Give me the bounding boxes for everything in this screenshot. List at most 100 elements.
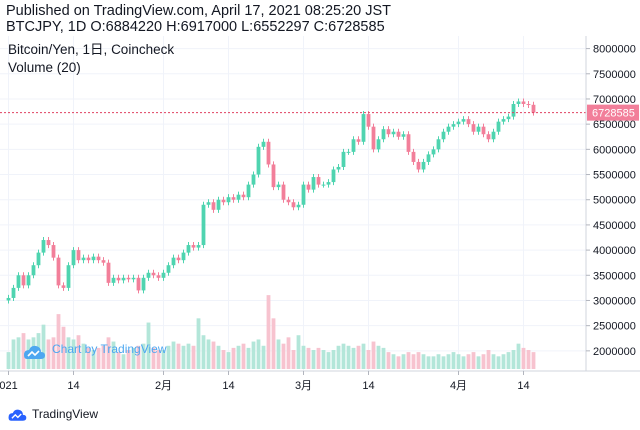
volume-bar (86, 347, 91, 369)
volume-bar (471, 352, 476, 369)
candle-body (141, 277, 146, 291)
candle-body (271, 164, 276, 188)
volume-bar (331, 350, 336, 369)
candle-body (106, 262, 111, 283)
candle-body (471, 124, 476, 132)
volume-bar (356, 345, 361, 369)
y-tick-label: 3500000 (593, 270, 636, 282)
candle-body (6, 297, 11, 301)
x-tick-label: 3月 (295, 380, 312, 392)
candle-body (56, 257, 61, 286)
y-tick-label: 7000000 (593, 94, 636, 106)
candle-body (66, 265, 71, 288)
candle-body (86, 257, 91, 261)
candle-body (276, 184, 281, 188)
volume-bar (106, 337, 111, 369)
volume-bar (266, 295, 271, 369)
volume-bar (456, 354, 461, 369)
candle-body (191, 245, 196, 248)
candle-body (46, 240, 51, 246)
symbol-ohlc-line: BTCJPY, 1D O:6884220 H:6917000 L:6552297… (6, 19, 385, 35)
volume-bar (346, 345, 351, 369)
candle-body (211, 202, 216, 210)
y-tick-label: 5000000 (593, 195, 636, 207)
candle-body (151, 272, 156, 276)
candle-body (371, 126, 376, 150)
candle-body (506, 116, 511, 120)
candle-body (31, 265, 36, 276)
volume-bar (506, 352, 511, 369)
volume-bar (436, 354, 441, 369)
candle-body (71, 250, 76, 266)
candle-body (486, 134, 491, 140)
candle-body (131, 277, 136, 280)
volume-bar (231, 347, 236, 369)
x-tick-label: 2月 (155, 380, 172, 392)
y-tick-label: 2500000 (593, 321, 636, 333)
volume-bar (291, 350, 296, 369)
candle-body (26, 275, 31, 286)
candle-body (336, 166, 341, 170)
candle-body (521, 101, 526, 105)
volume-bar (431, 356, 436, 369)
volume-bar (171, 341, 176, 369)
candle-body (126, 277, 131, 280)
candle-body (406, 134, 411, 152)
candle-body (101, 260, 106, 263)
volume-bar (216, 345, 221, 369)
tradingview-cloud-icon (24, 345, 45, 359)
volume-bar (136, 345, 141, 369)
candle-body (391, 131, 396, 135)
volume-legend: Volume (20) (8, 60, 81, 75)
candle-body (491, 131, 496, 140)
candle-body (356, 139, 361, 142)
candle-body (176, 257, 181, 261)
candle-body (501, 119, 506, 122)
candlestick-chart[interactable]: Chart by TradingView 2000000 2500000 30000… (0, 36, 640, 398)
candle-body (321, 184, 326, 186)
volume-bar (341, 343, 346, 369)
volume-bar (91, 350, 96, 369)
volume-bar (321, 350, 326, 369)
candle-body (136, 277, 141, 291)
volume-bar (181, 345, 186, 369)
volume-bar (21, 333, 26, 369)
candle-body (361, 114, 366, 142)
volume-bar (51, 337, 56, 369)
candle-body (111, 277, 116, 283)
candle-body (206, 202, 211, 205)
price-axis[interactable]: 2000000 2500000 3000000 3500000 4000000 45000… (586, 44, 636, 358)
candle-body (466, 119, 471, 125)
candle-body (496, 121, 501, 132)
candle-body (326, 182, 331, 185)
volume-bar (96, 347, 101, 369)
last-price-tag: 6728585 (587, 104, 639, 121)
candle-body (41, 240, 46, 253)
volume-bar (486, 350, 491, 369)
volume-bar (481, 354, 486, 369)
x-tick-label: 14 (67, 380, 79, 392)
candle-body (446, 126, 451, 132)
y-tick-label: 5500000 (593, 170, 636, 182)
volume-bar (131, 347, 136, 369)
volume-bar (461, 356, 466, 369)
x-tick-label: 14 (222, 380, 234, 392)
candle-body (156, 275, 161, 278)
candle-body (166, 265, 171, 273)
volume-bar (311, 350, 316, 369)
candle-body (396, 131, 401, 137)
candle-body (116, 277, 121, 281)
volume-bar (71, 339, 76, 369)
volume-bar (376, 345, 381, 369)
candle-body (251, 174, 256, 185)
volume-bar (491, 354, 496, 369)
time-axis[interactable]: 021 14 2月 14 3月 14 4月 14 (0, 371, 530, 392)
candle-body (331, 169, 336, 183)
candle-body (341, 151, 346, 167)
volume-bar (281, 343, 286, 369)
instrument-legend: Bitcoin/Yen, 1日, Coincheck (8, 42, 174, 57)
volume-bar (526, 350, 531, 369)
candle-body (401, 134, 406, 137)
volume-bar (251, 341, 256, 369)
footer-brand-text: TradingView (32, 407, 99, 421)
